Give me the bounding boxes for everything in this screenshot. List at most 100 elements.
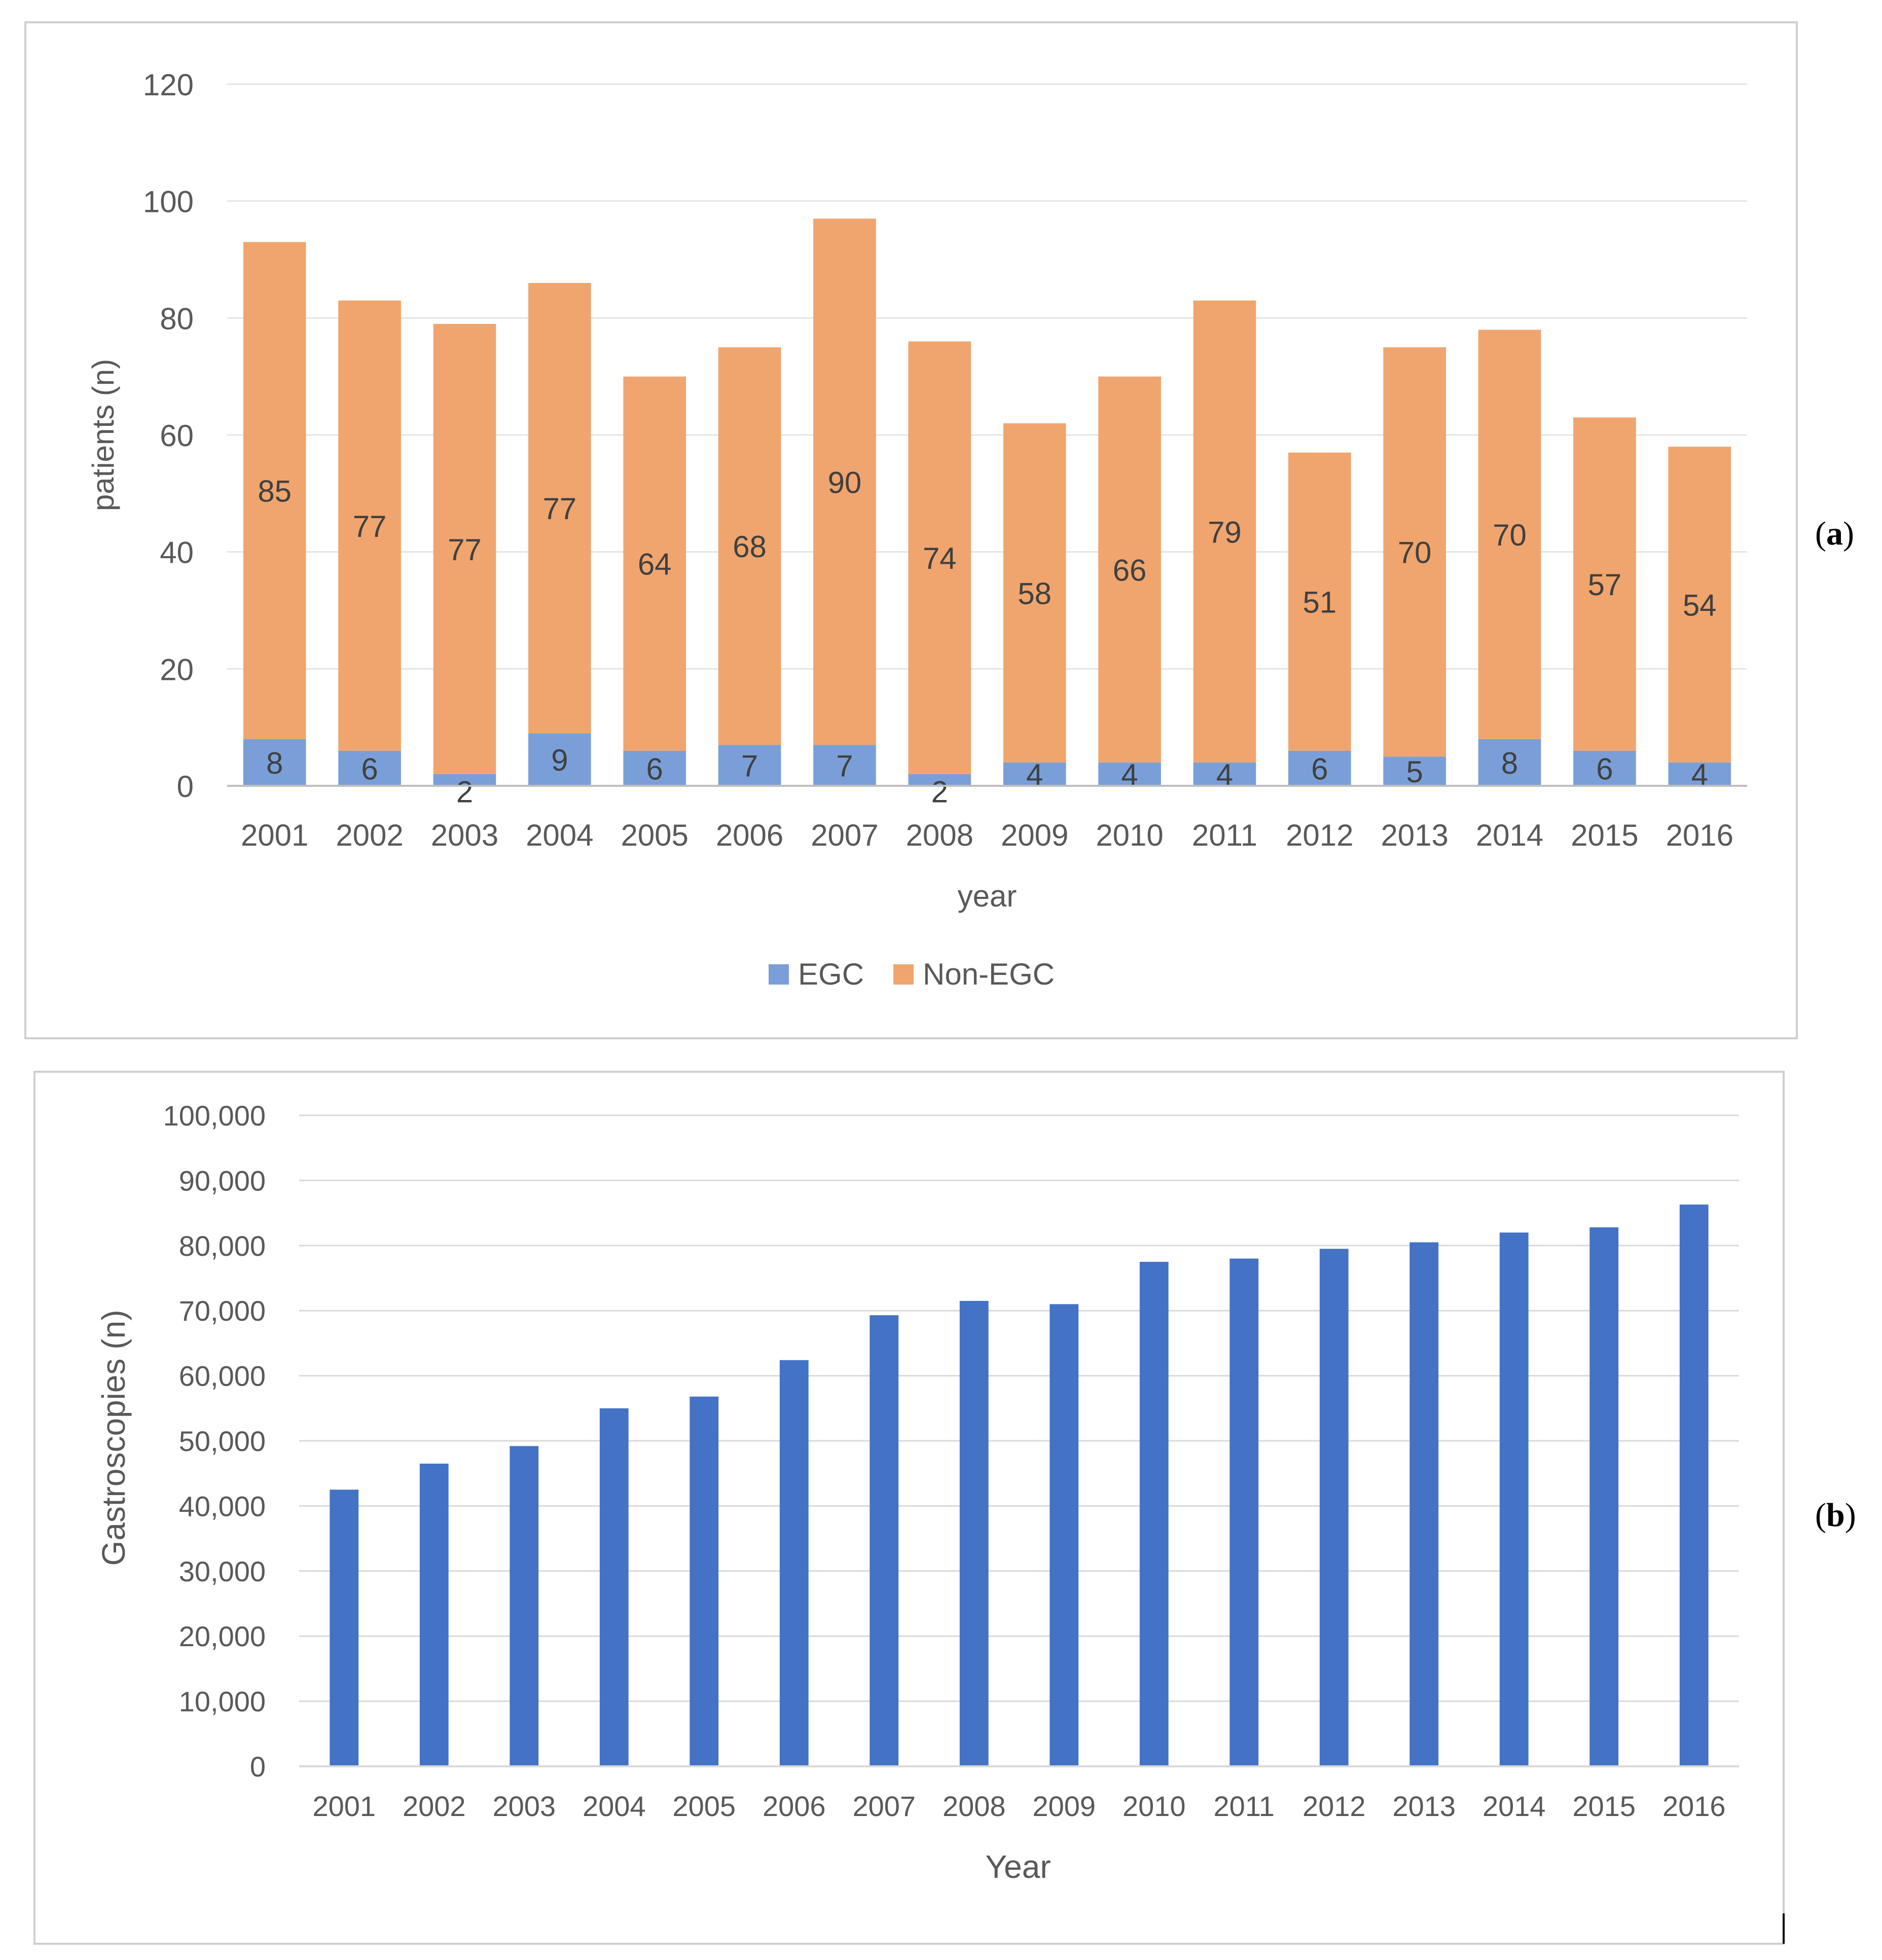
y-tick-label: 80 — [160, 302, 194, 336]
y-tick-label: 10,000 — [179, 1686, 266, 1718]
x-tick-label: 2006 — [763, 1790, 826, 1822]
gastroscopies-bar — [1139, 1261, 1169, 1766]
x-tick-label: 2010 — [1123, 1790, 1186, 1822]
x-tick-label: 2004 — [526, 818, 593, 852]
gastroscopies-bar — [870, 1315, 899, 1766]
non-egc-data-label: 58 — [1018, 576, 1052, 610]
egc-bar — [1193, 762, 1256, 786]
y-tick-label: 120 — [143, 68, 194, 102]
y-tick-label: 80,000 — [179, 1230, 266, 1262]
egc-bar — [528, 733, 591, 786]
x-tick-label: 2002 — [336, 818, 403, 852]
egc-bar — [433, 774, 496, 786]
non-egc-data-label: 54 — [1683, 588, 1717, 622]
legend: EGC Non-EGC — [769, 957, 1055, 991]
egc-data-label: 2 — [931, 775, 948, 809]
x-tick-label: 2007 — [852, 1790, 916, 1822]
panel-b-label: (b) — [1815, 1497, 1856, 1534]
y-tick-label: 40,000 — [179, 1490, 266, 1522]
non-egc-data-label: 77 — [353, 510, 387, 543]
x-tick-label: 2013 — [1392, 1790, 1456, 1822]
x-tick-label: 2006 — [716, 818, 783, 852]
gastroscopies-bar — [959, 1300, 989, 1766]
non-egc-data-label: 64 — [638, 548, 672, 582]
x-axis-title: year — [958, 879, 1017, 913]
x-tick-label: 2005 — [621, 818, 688, 852]
egc-bar — [1383, 756, 1446, 786]
x-tick-label: 2011 — [1214, 1790, 1275, 1822]
non-egc-data-label: 66 — [1113, 553, 1147, 587]
gastroscopies-bar — [1589, 1227, 1619, 1766]
gastroscopies-bar — [779, 1360, 809, 1766]
non-egc-bar — [908, 341, 971, 774]
y-tick-label: 20,000 — [179, 1620, 266, 1652]
non-egc-bar — [1668, 447, 1731, 763]
gastroscopies-bar — [330, 1490, 359, 1766]
non-egc-bar — [528, 283, 591, 734]
non-egc-bar — [1573, 417, 1636, 751]
non-egc-bar — [623, 376, 686, 751]
non-egc-bar — [433, 323, 496, 774]
x-tick-label: 2013 — [1381, 818, 1448, 852]
egc-data-label: 7 — [836, 749, 853, 783]
x-tick-label: 2008 — [906, 818, 973, 852]
egc-data-label: 2 — [456, 775, 473, 809]
egc-data-label: 8 — [266, 746, 283, 780]
non-egc-bar — [718, 347, 781, 745]
x-tick-label: 2003 — [492, 1790, 556, 1822]
gastroscopies-bar — [1049, 1304, 1079, 1766]
egc-bar — [1573, 750, 1636, 786]
gastroscopies-bar — [599, 1408, 629, 1766]
x-tick-label: 2007 — [811, 818, 878, 852]
egc-bar — [908, 774, 971, 786]
egc-bar — [1098, 762, 1161, 786]
non-egc-data-label: 51 — [1302, 586, 1336, 620]
non-egc-data-label: 79 — [1208, 515, 1242, 549]
gastroscopies-chart: 0 10,000 20,000 30,000 40,000 50,000 60,000 70,… — [95, 1100, 1739, 1885]
x-tick-label: 2016 — [1666, 818, 1733, 852]
y-tick-label: 60,000 — [179, 1360, 266, 1392]
gastroscopies-bar — [1229, 1258, 1259, 1766]
y-tick-label: 40 — [160, 536, 194, 570]
non-egc-data-label: 70 — [1493, 518, 1527, 552]
egc-bar — [338, 750, 401, 786]
x-tick-label: 2009 — [1032, 1790, 1096, 1822]
gastroscopies-bar — [510, 1446, 539, 1766]
x-tick-label: 2015 — [1571, 818, 1638, 852]
x-tick-label: 2015 — [1572, 1790, 1636, 1822]
gastroscopies-bar — [690, 1396, 719, 1766]
non-egc-bar — [1383, 347, 1446, 757]
non-egc-bar — [1098, 376, 1161, 763]
egc-data-label: 7 — [741, 749, 758, 783]
y-tick-label: 100,000 — [163, 1100, 266, 1132]
x-tick-label: 2008 — [943, 1790, 1006, 1822]
non-egc-data-label: 77 — [542, 492, 576, 526]
non-egc-data-label: 70 — [1398, 536, 1432, 570]
egc-bar — [1478, 739, 1541, 786]
non-egc-data-label: 77 — [448, 533, 482, 567]
legend-swatch-egc — [769, 964, 789, 985]
non-egc-data-label: 68 — [733, 530, 767, 564]
x-tick-label: 2009 — [1001, 818, 1068, 852]
non-egc-bar — [813, 219, 876, 745]
egc-bar — [718, 745, 781, 786]
x-tick-label: 2001 — [312, 1790, 376, 1822]
non-egc-bar — [1003, 423, 1066, 763]
non-egc-data-label: 74 — [923, 541, 957, 575]
x-tick-label: 2001 — [241, 818, 308, 852]
egc-data-label: 5 — [1406, 755, 1423, 789]
x-tick-label: 2003 — [431, 818, 498, 852]
egc-data-label: 6 — [1311, 752, 1328, 786]
egc-data-label: 6 — [646, 752, 663, 786]
y-axis-title: Gastroscopies (n) — [95, 1310, 132, 1566]
y-axis-title: patients (n) — [86, 359, 120, 511]
egc-bar — [1668, 762, 1731, 786]
egc-bar — [1003, 762, 1066, 786]
y-tick-label: 30,000 — [179, 1555, 266, 1587]
y-tick-label: 0 — [177, 770, 194, 804]
gastroscopies-bar — [1499, 1232, 1529, 1766]
non-egc-data-label: 90 — [828, 465, 862, 499]
x-axis-title: Year — [985, 1848, 1051, 1885]
gastroscopies-bar — [1409, 1242, 1439, 1766]
